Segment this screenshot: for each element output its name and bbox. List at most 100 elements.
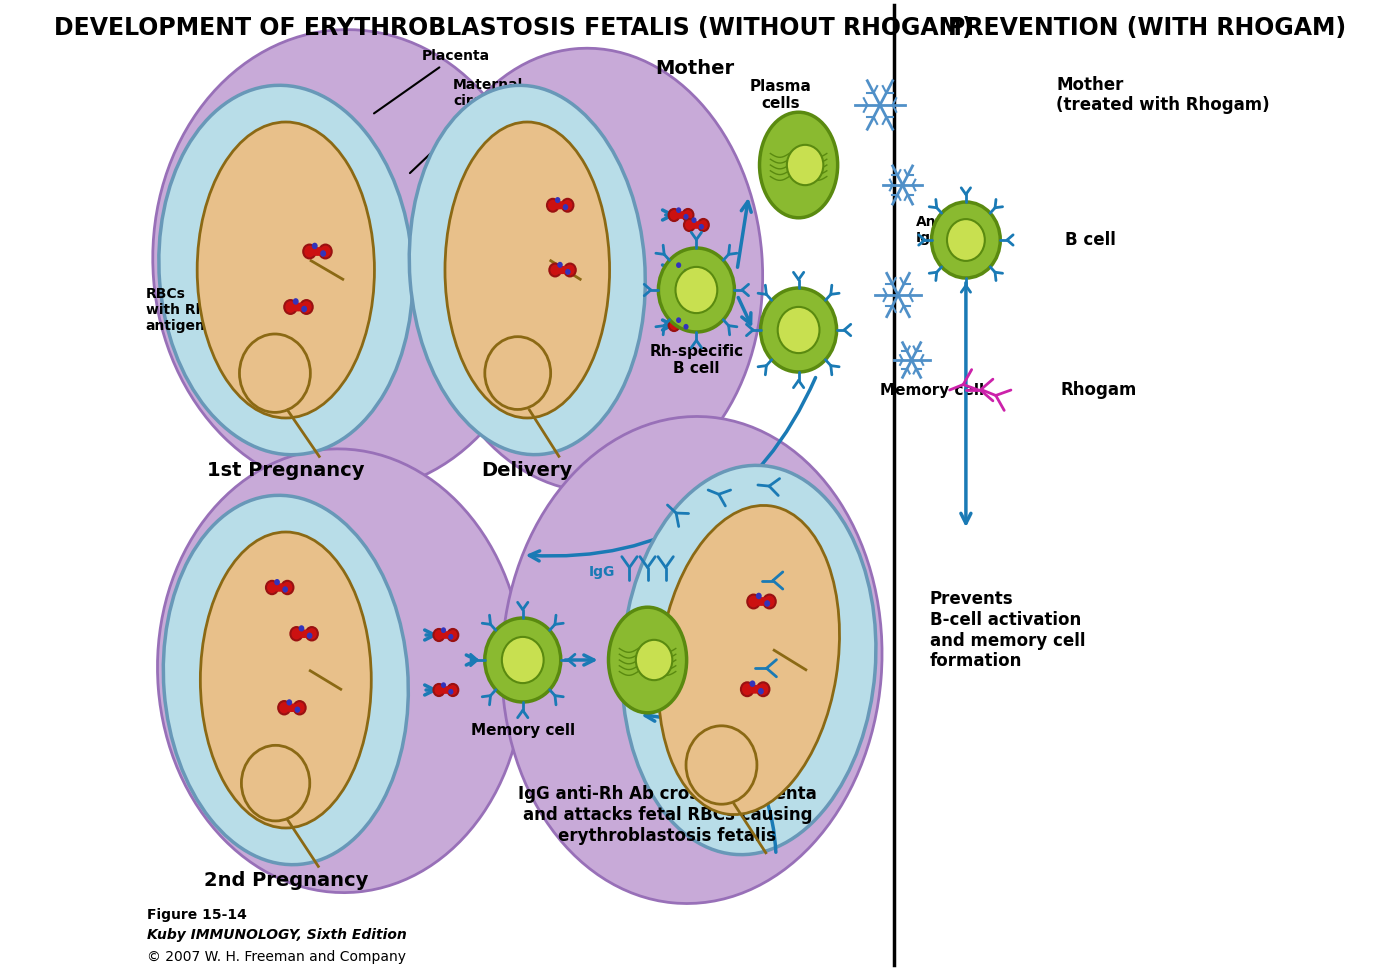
Circle shape xyxy=(676,208,682,213)
Ellipse shape xyxy=(669,318,679,331)
Circle shape xyxy=(764,600,770,607)
Ellipse shape xyxy=(697,219,708,231)
Ellipse shape xyxy=(266,581,279,594)
Circle shape xyxy=(566,269,571,275)
Circle shape xyxy=(441,627,447,633)
Circle shape xyxy=(298,625,304,631)
Text: DEVELOPMENT OF ERYTHROBLASTOSIS FETALIS (WITHOUT RHOGAM): DEVELOPMENT OF ERYTHROBLASTOSIS FETALIS … xyxy=(55,16,973,40)
Text: B cell: B cell xyxy=(1065,231,1116,249)
Circle shape xyxy=(312,243,318,249)
Ellipse shape xyxy=(748,595,760,609)
Ellipse shape xyxy=(157,449,524,893)
Ellipse shape xyxy=(669,264,679,276)
Ellipse shape xyxy=(305,627,318,641)
Ellipse shape xyxy=(741,682,753,696)
Ellipse shape xyxy=(164,495,409,864)
Circle shape xyxy=(441,682,447,688)
Circle shape xyxy=(686,726,757,805)
Ellipse shape xyxy=(434,629,444,641)
Ellipse shape xyxy=(757,682,770,696)
Ellipse shape xyxy=(283,704,301,712)
Ellipse shape xyxy=(270,583,288,592)
Ellipse shape xyxy=(290,627,302,641)
Text: Mother
(treated with Rhogam): Mother (treated with Rhogam) xyxy=(1057,75,1270,115)
Ellipse shape xyxy=(672,321,689,329)
Text: Placenta: Placenta xyxy=(374,49,490,114)
Circle shape xyxy=(757,688,764,695)
Ellipse shape xyxy=(197,122,374,418)
Ellipse shape xyxy=(672,267,689,273)
Text: Memory cell: Memory cell xyxy=(470,722,575,738)
Circle shape xyxy=(676,263,682,268)
Text: Rhogam: Rhogam xyxy=(1061,381,1137,399)
Circle shape xyxy=(931,202,1000,278)
Ellipse shape xyxy=(319,245,332,259)
Circle shape xyxy=(274,579,280,585)
Ellipse shape xyxy=(687,221,704,229)
Ellipse shape xyxy=(752,597,771,606)
Ellipse shape xyxy=(284,300,297,314)
Circle shape xyxy=(749,680,756,687)
Text: Prevents
B-cell activation
and memory cell
formation: Prevents B-cell activation and memory ce… xyxy=(930,590,1085,670)
Circle shape xyxy=(557,262,563,268)
Circle shape xyxy=(287,700,293,706)
Text: © 2007 W. H. Freeman and Company: © 2007 W. H. Freeman and Company xyxy=(147,950,406,964)
Ellipse shape xyxy=(549,264,561,276)
Circle shape xyxy=(683,324,689,329)
Circle shape xyxy=(448,634,454,640)
Ellipse shape xyxy=(561,199,574,212)
Ellipse shape xyxy=(288,303,308,312)
Circle shape xyxy=(484,618,561,702)
Ellipse shape xyxy=(658,506,840,814)
Ellipse shape xyxy=(294,701,305,714)
Text: Kuby IMMUNOLOGY, Sixth Edition: Kuby IMMUNOLOGY, Sixth Edition xyxy=(147,928,407,942)
Ellipse shape xyxy=(434,684,444,696)
Ellipse shape xyxy=(437,686,455,694)
Ellipse shape xyxy=(552,201,570,210)
Circle shape xyxy=(692,218,697,223)
Circle shape xyxy=(554,197,560,203)
Text: Delivery: Delivery xyxy=(482,461,573,479)
Text: IgG anti-Rh Ab crosses placenta
and attacks fetal RBCs causing
erythroblastosis : IgG anti-Rh Ab crosses placenta and atta… xyxy=(518,785,816,845)
Circle shape xyxy=(683,269,689,274)
Ellipse shape xyxy=(547,199,559,212)
Circle shape xyxy=(307,632,312,639)
Circle shape xyxy=(239,334,311,413)
Circle shape xyxy=(777,307,819,353)
Circle shape xyxy=(321,250,326,257)
Circle shape xyxy=(787,145,823,185)
Text: RBCs
with Rh
antigen: RBCs with Rh antigen xyxy=(146,286,315,333)
Circle shape xyxy=(283,586,288,593)
Text: Maternal
circulation: Maternal circulation xyxy=(410,77,536,173)
Ellipse shape xyxy=(553,266,571,274)
Circle shape xyxy=(676,318,682,323)
Text: Rh-specific
B cell: Rh-specific B cell xyxy=(650,344,743,376)
Circle shape xyxy=(293,298,298,305)
Ellipse shape xyxy=(622,466,876,855)
Circle shape xyxy=(756,593,762,599)
Ellipse shape xyxy=(409,85,645,455)
Ellipse shape xyxy=(304,245,316,259)
Text: PREVENTION (WITH RHOGAM): PREVENTION (WITH RHOGAM) xyxy=(948,16,1345,40)
Ellipse shape xyxy=(760,112,837,218)
Circle shape xyxy=(658,248,735,332)
Text: IgG: IgG xyxy=(589,565,615,579)
Ellipse shape xyxy=(421,48,763,492)
Ellipse shape xyxy=(448,629,458,641)
Text: Figure 15-14: Figure 15-14 xyxy=(147,908,248,922)
Ellipse shape xyxy=(745,685,764,694)
Ellipse shape xyxy=(158,85,413,455)
Circle shape xyxy=(699,223,704,229)
Ellipse shape xyxy=(685,219,694,231)
Circle shape xyxy=(484,337,550,410)
Text: Mother: Mother xyxy=(655,59,734,77)
Text: 2nd Pregnancy: 2nd Pregnancy xyxy=(203,870,368,890)
Circle shape xyxy=(683,214,689,220)
Ellipse shape xyxy=(308,247,328,256)
Text: Anti-Rh
IgM: Anti-Rh IgM xyxy=(916,215,974,245)
Ellipse shape xyxy=(609,608,686,712)
Ellipse shape xyxy=(672,211,689,219)
Ellipse shape xyxy=(669,209,679,221)
Circle shape xyxy=(760,288,837,372)
Circle shape xyxy=(301,306,307,313)
